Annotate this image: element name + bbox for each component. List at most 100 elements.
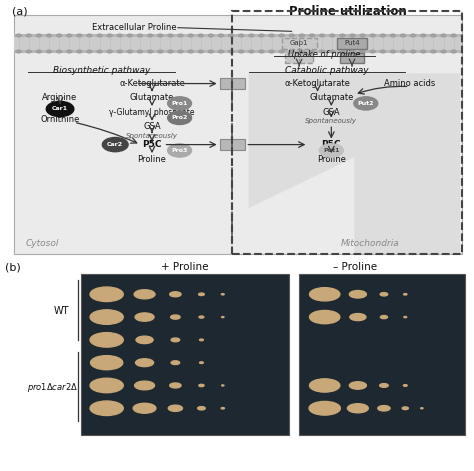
Circle shape bbox=[300, 50, 304, 53]
Circle shape bbox=[340, 34, 345, 37]
Circle shape bbox=[421, 408, 423, 409]
Circle shape bbox=[421, 50, 426, 53]
Circle shape bbox=[107, 34, 112, 37]
Circle shape bbox=[170, 292, 181, 297]
Circle shape bbox=[77, 34, 82, 37]
Circle shape bbox=[378, 406, 390, 411]
Circle shape bbox=[404, 293, 407, 295]
Circle shape bbox=[26, 50, 31, 53]
Circle shape bbox=[168, 111, 191, 124]
Circle shape bbox=[249, 50, 254, 53]
Text: Proline: Proline bbox=[137, 155, 166, 164]
Text: + Proline: + Proline bbox=[161, 262, 209, 272]
Circle shape bbox=[56, 50, 62, 53]
Circle shape bbox=[87, 34, 92, 37]
Text: WT: WT bbox=[54, 306, 69, 316]
Circle shape bbox=[137, 34, 143, 37]
Circle shape bbox=[158, 50, 163, 53]
Circle shape bbox=[349, 291, 366, 298]
Circle shape bbox=[259, 50, 264, 53]
Circle shape bbox=[289, 34, 294, 37]
Circle shape bbox=[90, 401, 123, 415]
Text: Car1: Car1 bbox=[52, 106, 68, 112]
Text: Cytosol: Cytosol bbox=[26, 239, 59, 248]
Circle shape bbox=[168, 144, 191, 157]
Bar bbox=[219, 139, 246, 150]
Circle shape bbox=[319, 50, 325, 53]
Bar bbox=[14, 50, 462, 53]
Text: $pro1\Delta car2\Delta$: $pro1\Delta car2\Delta$ bbox=[27, 381, 78, 394]
Circle shape bbox=[289, 50, 294, 53]
Text: Amino acids: Amino acids bbox=[384, 79, 435, 88]
Circle shape bbox=[188, 34, 193, 37]
Circle shape bbox=[380, 292, 388, 296]
Circle shape bbox=[279, 34, 284, 37]
Circle shape bbox=[404, 317, 407, 318]
Circle shape bbox=[26, 34, 31, 37]
Text: Gap1: Gap1 bbox=[290, 40, 309, 46]
Text: Biosynthetic pathway: Biosynthetic pathway bbox=[53, 66, 150, 75]
Circle shape bbox=[199, 384, 204, 387]
Circle shape bbox=[279, 50, 284, 53]
Circle shape bbox=[441, 34, 446, 37]
Text: Put1: Put1 bbox=[323, 148, 339, 153]
Circle shape bbox=[36, 34, 41, 37]
Text: (a): (a) bbox=[12, 6, 27, 16]
Circle shape bbox=[135, 381, 155, 390]
Circle shape bbox=[158, 34, 163, 37]
Circle shape bbox=[340, 50, 345, 53]
Text: P5C: P5C bbox=[321, 140, 341, 149]
Circle shape bbox=[403, 385, 407, 386]
Circle shape bbox=[269, 34, 274, 37]
Circle shape bbox=[370, 50, 375, 53]
Circle shape bbox=[199, 293, 204, 295]
Circle shape bbox=[319, 144, 343, 157]
Text: (b): (b) bbox=[5, 262, 20, 272]
Circle shape bbox=[239, 50, 244, 53]
Circle shape bbox=[133, 403, 156, 413]
Text: Spontaneously: Spontaneously bbox=[126, 133, 178, 139]
Circle shape bbox=[117, 34, 122, 37]
Circle shape bbox=[451, 34, 456, 37]
Circle shape bbox=[135, 313, 154, 321]
Circle shape bbox=[97, 50, 102, 53]
Circle shape bbox=[107, 50, 112, 53]
Circle shape bbox=[117, 50, 122, 53]
Circle shape bbox=[228, 34, 234, 37]
Circle shape bbox=[77, 50, 82, 53]
Circle shape bbox=[46, 34, 52, 37]
Circle shape bbox=[128, 50, 132, 53]
Circle shape bbox=[300, 34, 304, 37]
Circle shape bbox=[170, 383, 181, 388]
Circle shape bbox=[249, 34, 254, 37]
Text: Ornithine: Ornithine bbox=[40, 115, 80, 124]
Circle shape bbox=[128, 34, 132, 37]
Circle shape bbox=[168, 34, 173, 37]
Text: Pro1: Pro1 bbox=[172, 101, 188, 106]
Circle shape bbox=[380, 34, 385, 37]
Circle shape bbox=[209, 34, 213, 37]
Circle shape bbox=[349, 382, 366, 389]
Polygon shape bbox=[248, 73, 460, 254]
Text: GSA: GSA bbox=[143, 122, 161, 131]
Circle shape bbox=[219, 34, 224, 37]
Circle shape bbox=[431, 50, 436, 53]
Circle shape bbox=[200, 339, 203, 341]
Text: Glutamate: Glutamate bbox=[309, 93, 354, 102]
Text: Car2: Car2 bbox=[107, 142, 123, 147]
Bar bbox=[14, 34, 462, 37]
Circle shape bbox=[171, 338, 180, 342]
Circle shape bbox=[90, 378, 123, 393]
Bar bbox=[219, 78, 246, 89]
Circle shape bbox=[90, 310, 123, 325]
Circle shape bbox=[209, 50, 213, 53]
Circle shape bbox=[16, 50, 21, 53]
Text: Mitochondria: Mitochondria bbox=[340, 239, 399, 248]
Circle shape bbox=[221, 407, 225, 409]
Circle shape bbox=[330, 34, 335, 37]
Circle shape bbox=[90, 333, 123, 347]
Circle shape bbox=[168, 97, 191, 110]
Bar bbox=[299, 274, 465, 435]
Circle shape bbox=[441, 50, 446, 53]
Circle shape bbox=[319, 34, 325, 37]
